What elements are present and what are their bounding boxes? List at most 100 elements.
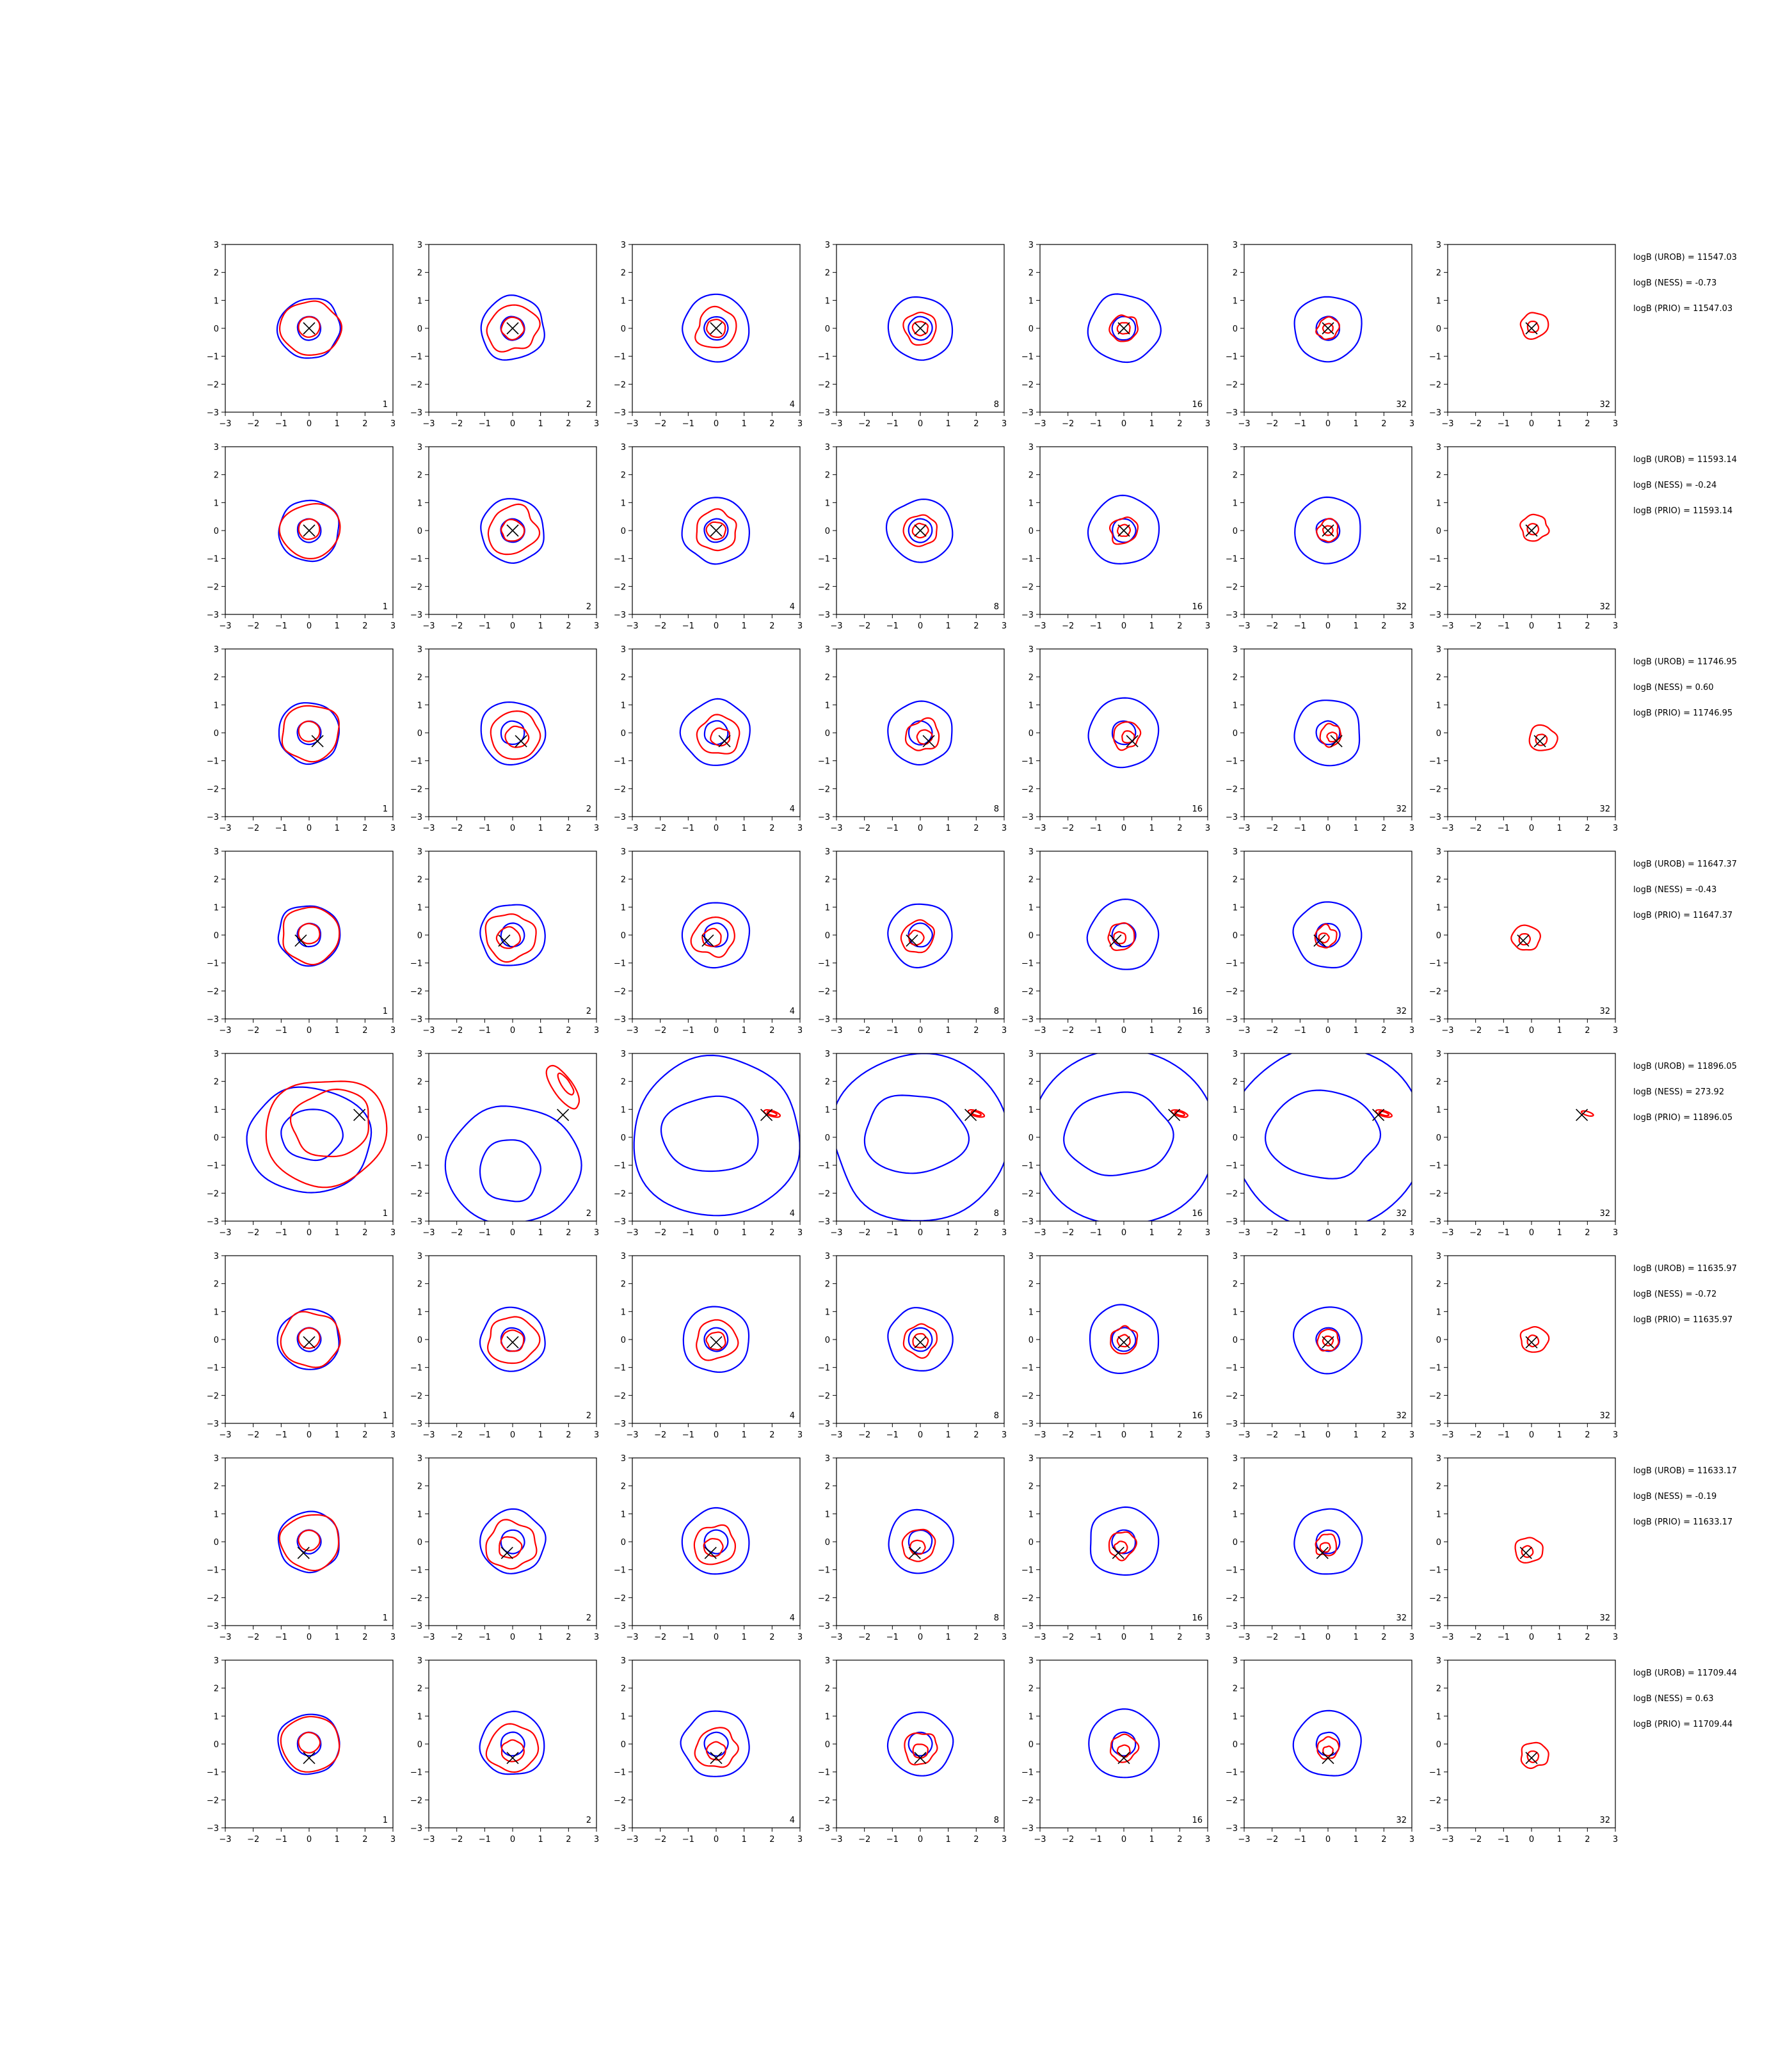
x-tick-label: 0 bbox=[714, 1633, 719, 1642]
x-tick-label: 0 bbox=[714, 419, 719, 429]
blue-contour bbox=[660, 1095, 759, 1172]
y-tick-label: −1 bbox=[1226, 1364, 1238, 1373]
x-tick-label: −2 bbox=[1062, 1430, 1074, 1440]
truth-marker bbox=[914, 1752, 927, 1764]
y-tick-label: 3 bbox=[1233, 443, 1238, 452]
y-tick-label: 2 bbox=[1028, 1684, 1034, 1694]
y-tick-label: −1 bbox=[818, 1566, 830, 1576]
y-tick-label: 2 bbox=[1028, 876, 1034, 885]
y-tick-label: −1 bbox=[614, 1364, 626, 1373]
x-tick-label: −1 bbox=[682, 621, 694, 631]
y-tick-label: 3 bbox=[621, 1454, 626, 1464]
truth-marker bbox=[498, 934, 511, 947]
x-tick-label: −2 bbox=[1469, 824, 1482, 833]
y-tick-label: −3 bbox=[410, 1420, 422, 1429]
x-tick-label: −1 bbox=[1090, 1430, 1102, 1440]
x-tick-label: 2 bbox=[362, 1430, 367, 1440]
red-contour bbox=[486, 1316, 541, 1364]
y-tick-label: 1 bbox=[214, 1712, 219, 1722]
y-tick-label: −2 bbox=[1021, 380, 1034, 390]
red-contour bbox=[557, 1072, 575, 1096]
x-tick-label: −3 bbox=[830, 824, 842, 833]
x-tick-label: 1 bbox=[335, 1835, 340, 1844]
panel-label: 8 bbox=[994, 1613, 999, 1623]
y-tick-label: 2 bbox=[214, 673, 219, 683]
y-tick-label: 2 bbox=[825, 876, 830, 885]
red-contour bbox=[1322, 525, 1334, 536]
x-tick-label: −2 bbox=[247, 621, 259, 631]
blue-contour bbox=[500, 922, 525, 948]
y-tick-label: 0 bbox=[621, 527, 626, 536]
blue-contour bbox=[887, 296, 954, 361]
y-tick-label: 2 bbox=[825, 1280, 830, 1290]
x-tick-label: −2 bbox=[1062, 1835, 1074, 1844]
logb-annotation: logB (NESS) = 0.63 bbox=[1633, 1694, 1714, 1704]
y-tick-label: −3 bbox=[818, 1420, 830, 1429]
x-tick-label: −1 bbox=[1498, 1430, 1510, 1440]
x-tick-label: 2 bbox=[1585, 419, 1590, 429]
red-contour bbox=[705, 1331, 726, 1351]
y-tick-label: 2 bbox=[1436, 876, 1441, 885]
y-tick-label: 1 bbox=[1436, 499, 1441, 508]
y-tick-label: −2 bbox=[207, 1189, 219, 1199]
red-contour bbox=[763, 1109, 781, 1118]
y-tick-label: 0 bbox=[214, 1133, 219, 1143]
y-tick-label: 1 bbox=[1436, 1105, 1441, 1115]
x-tick-label: −1 bbox=[275, 419, 287, 429]
red-contour bbox=[701, 927, 722, 947]
x-tick-label: −1 bbox=[682, 1430, 694, 1440]
red-contour bbox=[1520, 1741, 1549, 1770]
panel-label: 1 bbox=[383, 1411, 388, 1421]
x-tick-label: −2 bbox=[1266, 1835, 1278, 1844]
panel-label: 32 bbox=[1599, 1007, 1610, 1016]
y-tick-label: 0 bbox=[1028, 324, 1034, 334]
x-tick-label: −1 bbox=[1498, 1633, 1510, 1642]
x-tick-label: 3 bbox=[797, 419, 803, 429]
y-tick-label: 3 bbox=[214, 1252, 219, 1261]
x-tick-label: 1 bbox=[335, 621, 340, 631]
y-tick-label: −2 bbox=[1429, 1594, 1441, 1603]
y-tick-label: 2 bbox=[1436, 673, 1441, 683]
x-tick-label: −1 bbox=[275, 1430, 287, 1440]
panel-label: 32 bbox=[1396, 1209, 1407, 1219]
y-tick-label: 1 bbox=[621, 499, 626, 508]
truth-marker bbox=[704, 1546, 717, 1560]
y-tick-label: 3 bbox=[1233, 1252, 1238, 1261]
y-tick-label: −2 bbox=[614, 1391, 626, 1401]
x-tick-label: 3 bbox=[1002, 1228, 1007, 1238]
logb-annotation: logB (UROB) = 11593.14 bbox=[1633, 455, 1737, 465]
x-tick-label: 1 bbox=[946, 1430, 951, 1440]
x-tick-label: −2 bbox=[1469, 419, 1482, 429]
x-tick-label: 2 bbox=[566, 1026, 571, 1036]
x-tick-label: −2 bbox=[247, 1835, 259, 1844]
logb-annotation: logB (UROB) = 11896.05 bbox=[1633, 1062, 1737, 1071]
x-tick-label: 1 bbox=[742, 1430, 747, 1440]
x-tick-label: 0 bbox=[918, 1228, 923, 1238]
x-tick-label: 1 bbox=[946, 1835, 951, 1844]
panel-r4-c1: −3−3 −2 −2 −1 −1 0 0 1 1 2 2 3 3 1 bbox=[207, 847, 396, 1036]
x-tick-label: −3 bbox=[1238, 419, 1250, 429]
x-tick-label: 0 bbox=[918, 621, 923, 631]
y-tick-label: 3 bbox=[1436, 645, 1441, 655]
y-tick-label: 3 bbox=[1436, 1454, 1441, 1464]
y-tick-label: 3 bbox=[1028, 1252, 1034, 1261]
y-tick-label: −1 bbox=[1226, 959, 1238, 969]
y-tick-label: −1 bbox=[1429, 1566, 1441, 1576]
x-tick-label: 2 bbox=[566, 1835, 571, 1844]
x-tick-label: 2 bbox=[1177, 419, 1182, 429]
y-tick-label: 1 bbox=[1436, 903, 1441, 913]
x-tick-label: −3 bbox=[422, 1228, 435, 1238]
x-tick-label: 3 bbox=[1409, 1026, 1414, 1036]
y-tick-label: 0 bbox=[1233, 324, 1238, 334]
x-tick-label: 1 bbox=[946, 1228, 951, 1238]
y-tick-label: 3 bbox=[825, 1454, 830, 1464]
x-tick-label: 0 bbox=[1529, 1633, 1534, 1642]
x-tick-label: 2 bbox=[973, 1228, 979, 1238]
x-tick-label: −1 bbox=[275, 1026, 287, 1036]
axes-frame bbox=[225, 1255, 394, 1424]
y-tick-label: −3 bbox=[1226, 611, 1238, 620]
y-tick-label: 0 bbox=[1436, 729, 1441, 739]
